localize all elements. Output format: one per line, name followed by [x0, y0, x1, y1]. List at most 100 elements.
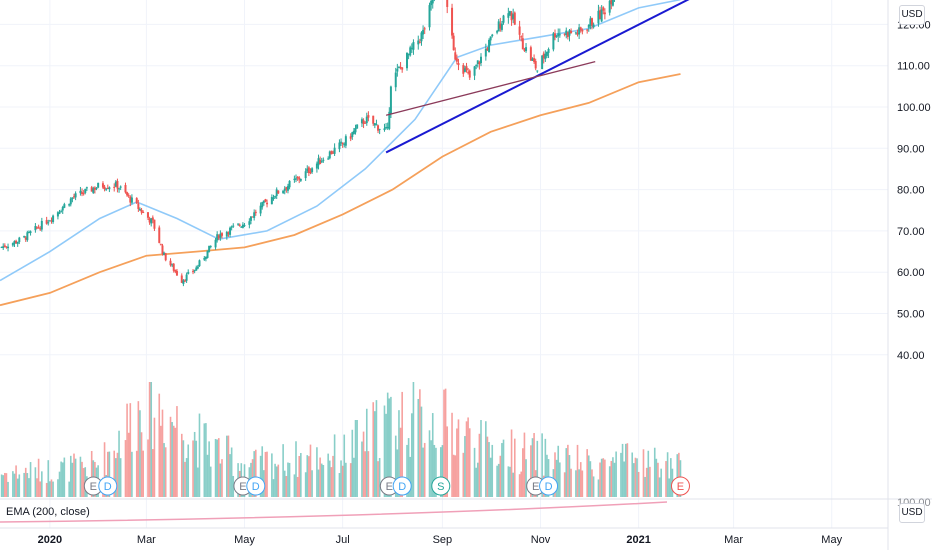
time-axis[interactable]: 2020 Mar May Jul Sep Nov 2021 Mar May — [0, 527, 888, 546]
candle-body — [118, 188, 121, 190]
candle-body — [397, 67, 400, 69]
candle-body — [82, 193, 85, 195]
volume-bar — [443, 389, 445, 497]
candle-body — [576, 32, 579, 35]
volume-bar — [266, 451, 268, 497]
volume-bar — [456, 428, 458, 497]
candle-body — [275, 189, 278, 196]
volume-bar — [73, 453, 75, 497]
candle-body — [283, 188, 286, 191]
volume-bar — [227, 435, 230, 497]
split-marker[interactable] — [431, 476, 451, 496]
volume-bar — [457, 419, 460, 497]
volume-bar — [576, 444, 579, 497]
candle-body — [431, 0, 434, 4]
candle-body — [319, 159, 322, 165]
candle-body — [261, 202, 264, 208]
volume-bar — [597, 479, 600, 497]
currency-button[interactable]: USD — [899, 5, 925, 25]
candle-body — [50, 220, 53, 222]
volume-bar — [589, 461, 592, 497]
candle-body — [423, 28, 426, 30]
volume-bar — [592, 476, 595, 497]
price-tick-label: 80.00 — [897, 185, 925, 197]
volume-bar — [491, 444, 494, 497]
candle-body — [500, 23, 503, 30]
candle-body — [225, 231, 228, 237]
candle-body — [129, 196, 132, 203]
volume-bar — [394, 435, 397, 497]
volume-bar — [74, 458, 77, 497]
volume-bar — [486, 436, 489, 497]
volume-bar — [658, 477, 661, 497]
rising-trendline[interactable] — [385, 0, 795, 154]
candle-body — [557, 33, 560, 37]
volume-bar — [388, 398, 391, 497]
ema-indicator-pane: 100.00 — [0, 497, 932, 523]
candle-body — [187, 272, 190, 274]
volume-bar — [195, 440, 198, 497]
support-line[interactable] — [385, 60, 596, 116]
candle-body — [608, 0, 611, 13]
candle-body — [489, 36, 492, 41]
earnings-marker-letter: E — [239, 481, 246, 493]
dividend-marker[interactable] — [98, 476, 118, 496]
volume-bar — [139, 410, 141, 497]
dividend-marker[interactable] — [246, 476, 266, 496]
volume-bar — [108, 451, 111, 497]
volume-bar — [488, 442, 490, 497]
volume-bar — [645, 467, 648, 497]
volume-bar — [198, 413, 201, 497]
candle-body — [473, 66, 476, 76]
volume-bar — [52, 481, 54, 497]
candle-body — [159, 244, 162, 246]
candle-body — [518, 26, 521, 35]
volume-bar — [26, 473, 29, 497]
candle-body — [147, 212, 149, 218]
candle-body — [340, 141, 343, 143]
candle-body — [113, 186, 116, 188]
price-tick-label: 100.00 — [897, 102, 931, 114]
trend-drawings[interactable] — [0, 0, 888, 154]
candle-body — [135, 198, 138, 204]
volume-bar — [633, 463, 635, 497]
candle-body — [602, 7, 605, 11]
candle-body — [558, 34, 561, 36]
earnings-marker[interactable] — [670, 476, 690, 496]
volume-bar — [34, 467, 37, 497]
volume-bar — [24, 467, 27, 497]
candle-body — [182, 280, 185, 285]
volume-bar — [626, 443, 629, 497]
indicator-currency-button[interactable]: USD — [899, 503, 925, 523]
time-tick-label: 2021 — [626, 534, 650, 546]
volume-bar — [217, 438, 220, 497]
volume-bar — [615, 451, 617, 497]
volume-bar — [7, 481, 9, 497]
price-axis[interactable]: 40.00 50.00 60.00 70.00 80.00 90.00 100.00 110.… — [887, 0, 931, 550]
volume-bar — [308, 456, 310, 497]
volume-bar — [452, 454, 455, 497]
volume-bar — [497, 463, 500, 497]
volume-bar — [356, 420, 358, 497]
candle-body — [229, 227, 232, 235]
dividend-marker[interactable] — [539, 476, 559, 496]
volume-bar — [171, 422, 173, 497]
volume-bar — [116, 452, 119, 497]
dividend-marker[interactable] — [392, 476, 412, 496]
volume-bar — [169, 416, 172, 497]
candle-body — [26, 232, 29, 241]
volume-bar — [396, 449, 399, 497]
volume-bar — [316, 447, 318, 497]
candle-body — [603, 12, 606, 15]
candle-body — [195, 267, 198, 271]
candle-body — [475, 65, 478, 67]
candle-body — [61, 207, 64, 211]
candle-body — [418, 41, 421, 43]
volume-bar — [496, 465, 498, 497]
volume-bar — [509, 466, 511, 497]
candle-body — [175, 271, 178, 276]
candle-body — [34, 226, 37, 231]
price-tick-label: 60.00 — [897, 267, 925, 279]
